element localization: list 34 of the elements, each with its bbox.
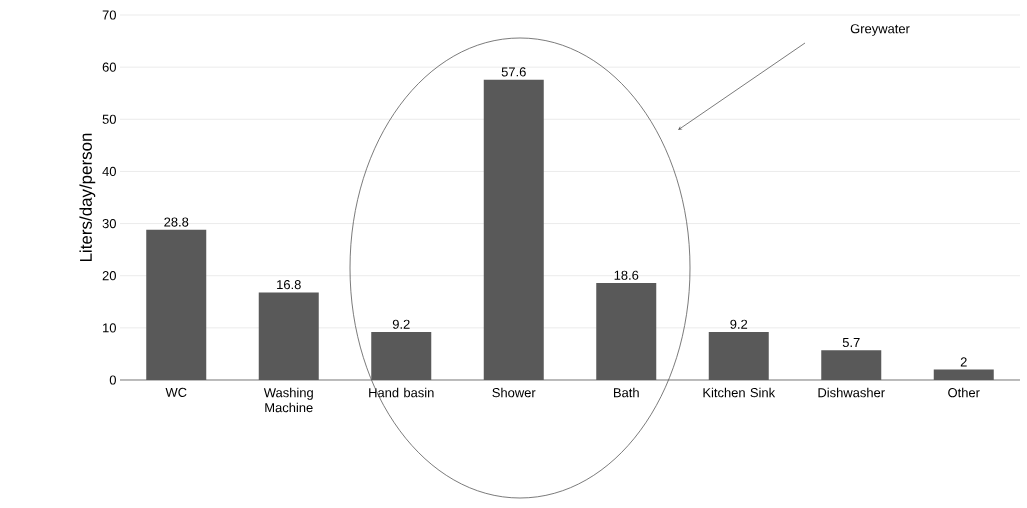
data-label: 16.8 xyxy=(277,280,301,290)
x-tick-label: Other xyxy=(948,387,980,398)
annotation: Greywater xyxy=(850,24,910,36)
y-axis-title: Liters/day/person xyxy=(79,133,96,262)
x-tick-label: Kitchen Sink xyxy=(703,387,776,398)
bar xyxy=(258,292,319,380)
y-tick-label: 0 xyxy=(109,375,116,385)
bar xyxy=(483,79,544,380)
y-tick-label: 10 xyxy=(103,323,116,333)
data-label: 9.2 xyxy=(730,319,748,329)
data-label: 18.6 xyxy=(614,270,639,280)
y-tick-label: 50 xyxy=(102,114,116,124)
bar xyxy=(371,332,432,380)
bar xyxy=(933,369,994,380)
y-tick-label: 40 xyxy=(102,166,116,177)
x-tick-label: Shower xyxy=(492,387,536,398)
x-tick-label: Dishwasher xyxy=(818,387,885,398)
bar xyxy=(146,229,207,380)
y-tick-label: 70 xyxy=(102,10,116,20)
y-tick-label: 20 xyxy=(102,271,116,281)
data-label: 57.6 xyxy=(501,67,526,77)
x-tick-label: Hand basin xyxy=(369,387,434,398)
x-tick-label: WC xyxy=(165,387,187,397)
data-label: 28.8 xyxy=(164,217,189,227)
y-tick-label: 60 xyxy=(102,62,116,72)
data-label: 5.7 xyxy=(842,338,860,348)
bar xyxy=(708,332,769,380)
x-tick-label: Washing Machine xyxy=(263,387,313,413)
data-label: 2 xyxy=(960,357,967,367)
bar xyxy=(821,350,882,380)
y-tick-label: 30 xyxy=(102,218,116,229)
bar xyxy=(596,283,657,380)
data-label: 9.2 xyxy=(392,319,410,329)
x-tick-label: Bath xyxy=(613,387,639,398)
